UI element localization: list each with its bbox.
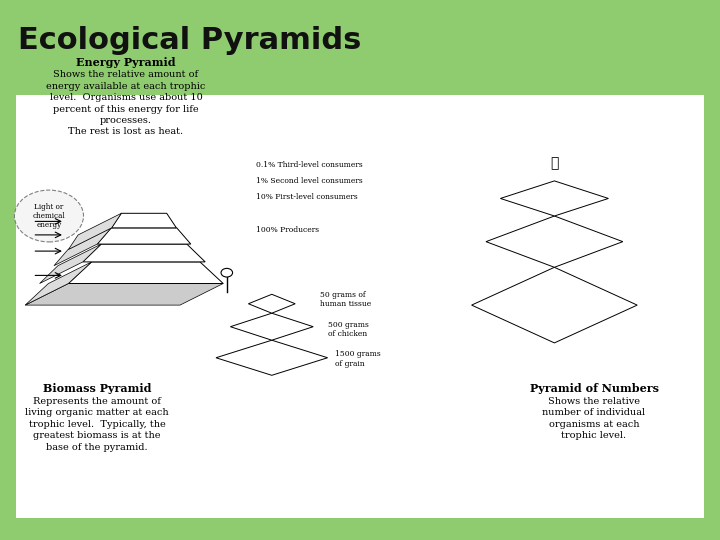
Text: 1% Second level consumers: 1% Second level consumers [256, 177, 362, 185]
Text: Energy Pyramid: Energy Pyramid [76, 57, 176, 68]
Polygon shape [248, 294, 295, 313]
Text: 0.1% Third-level consumers: 0.1% Third-level consumers [256, 161, 362, 168]
Text: Represents the amount of
living organic matter at each
trophic level.  Typically: Represents the amount of living organic … [25, 397, 169, 451]
Circle shape [221, 268, 233, 277]
Polygon shape [486, 216, 623, 267]
Polygon shape [230, 313, 313, 340]
Polygon shape [40, 244, 101, 284]
Text: Ecological Pyramids: Ecological Pyramids [18, 26, 361, 55]
Polygon shape [472, 267, 637, 343]
Text: 100% Producers: 100% Producers [256, 226, 319, 233]
Polygon shape [112, 213, 176, 228]
Circle shape [14, 190, 84, 242]
Polygon shape [25, 262, 91, 305]
Text: Biomass Pyramid: Biomass Pyramid [43, 383, 151, 394]
Polygon shape [500, 181, 608, 216]
Text: 1500 grams
of grain: 1500 grams of grain [335, 350, 381, 368]
Text: Shows the relative
number of individual
organisms at each
trophic level.: Shows the relative number of individual … [542, 397, 646, 440]
Text: 🦅: 🦅 [550, 156, 559, 170]
Polygon shape [216, 340, 328, 375]
Text: 50 grams of
human tissue: 50 grams of human tissue [320, 291, 372, 308]
Polygon shape [25, 284, 223, 305]
FancyBboxPatch shape [16, 94, 704, 518]
Polygon shape [68, 213, 121, 249]
Polygon shape [97, 228, 191, 244]
Text: Light or
chemical
energy: Light or chemical energy [32, 203, 66, 229]
Polygon shape [83, 244, 205, 262]
Text: Shows the relative amount of
energy available at each trophic
level.  Organisms : Shows the relative amount of energy avai… [46, 70, 206, 137]
Text: 500 grams
of chicken: 500 grams of chicken [328, 321, 369, 338]
Polygon shape [68, 262, 223, 284]
Text: Pyramid of Numbers: Pyramid of Numbers [529, 383, 659, 394]
Text: 10% First-level consumers: 10% First-level consumers [256, 193, 357, 201]
Polygon shape [54, 228, 111, 266]
